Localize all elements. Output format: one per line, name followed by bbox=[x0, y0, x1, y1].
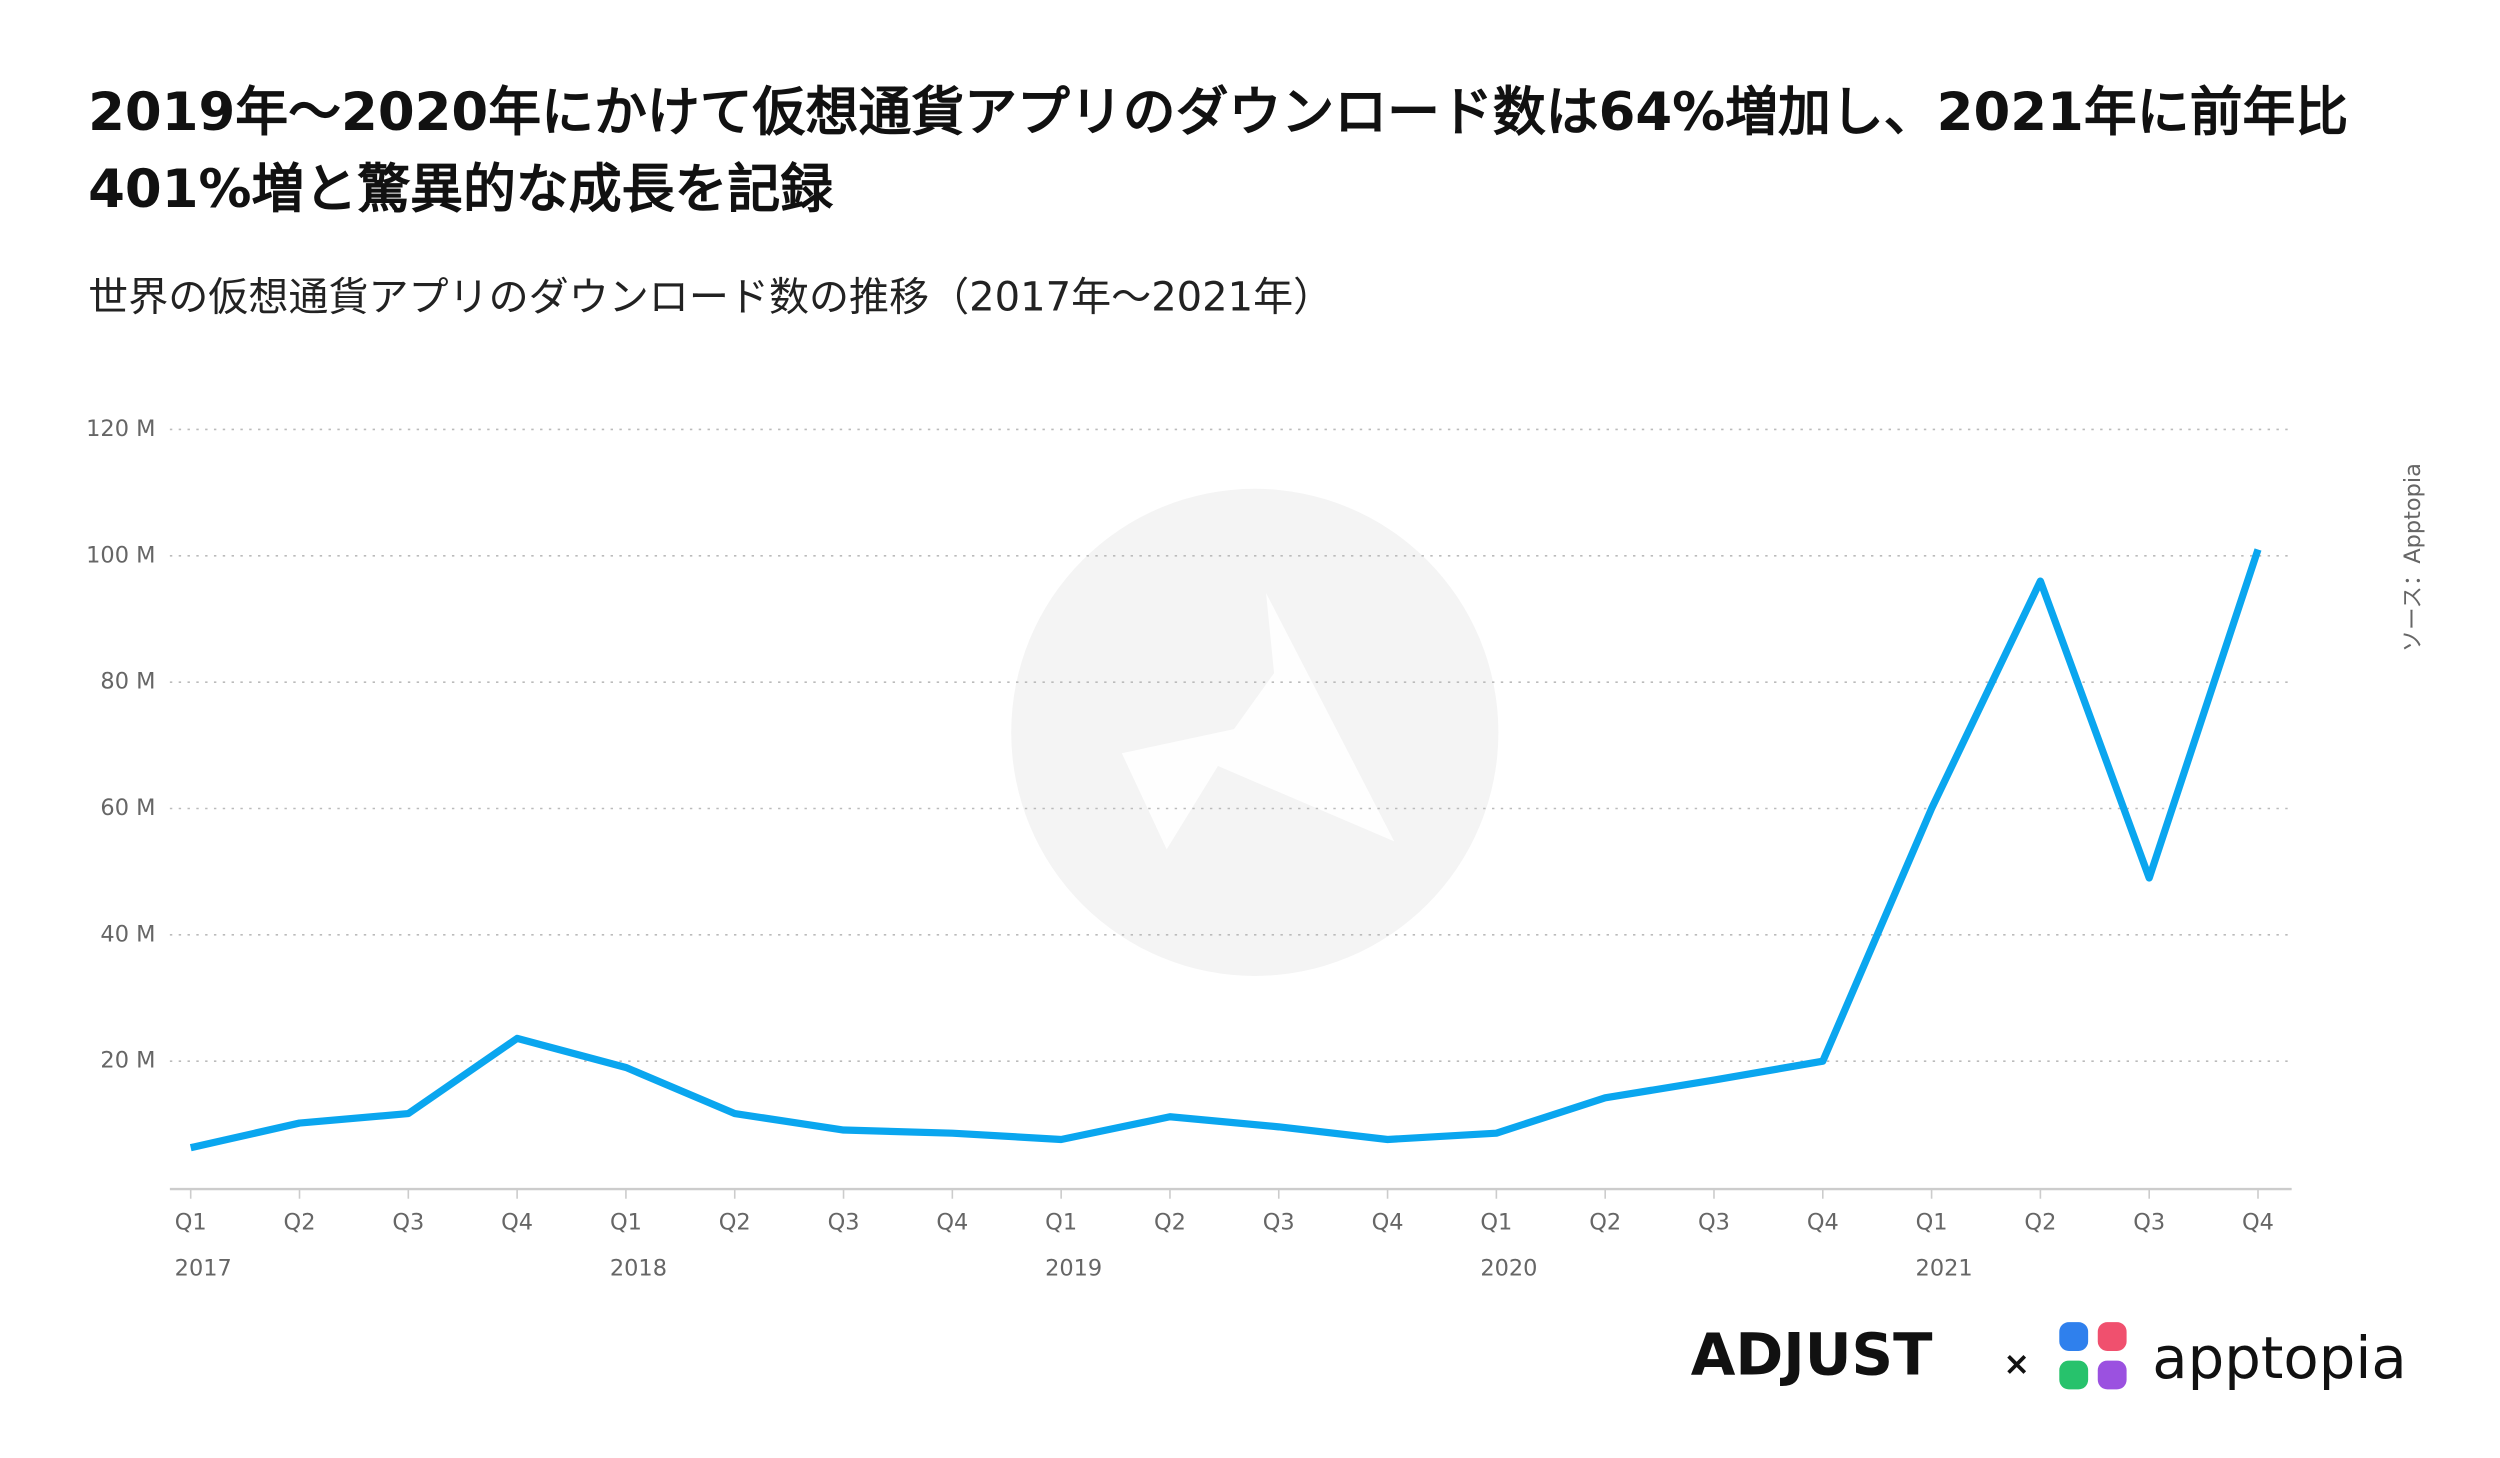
year-label: 2017 bbox=[175, 1256, 232, 1282]
x-tick-label: Q3 bbox=[828, 1209, 860, 1235]
x-tick-label: Q1 bbox=[1045, 1209, 1077, 1235]
logo-adjust: ADJUST bbox=[1691, 1321, 1933, 1389]
chart-title: 401%増と驚異的な成長を記録 bbox=[88, 159, 834, 220]
y-tick-label: 20 M bbox=[100, 1048, 155, 1074]
x-tick-label: Q1 bbox=[1916, 1209, 1948, 1235]
x-tick-label: Q1 bbox=[1480, 1209, 1512, 1235]
x-tick-label: Q1 bbox=[610, 1209, 642, 1235]
x-tick-label: Q2 bbox=[1154, 1209, 1186, 1235]
x-tick-label: Q4 bbox=[501, 1209, 533, 1235]
year-label: 2021 bbox=[1916, 1256, 1973, 1282]
year-label: 2018 bbox=[610, 1256, 667, 1282]
logo-icon bbox=[2059, 1322, 2127, 1390]
y-tick-label: 40 M bbox=[100, 921, 155, 947]
data-line bbox=[189, 548, 2262, 1152]
x-tick-label: Q3 bbox=[1263, 1209, 1295, 1235]
x-tick-label: Q1 bbox=[175, 1209, 207, 1235]
x-tick-label: Q2 bbox=[284, 1209, 316, 1235]
x-tick-label: Q2 bbox=[719, 1209, 751, 1235]
chart-subtitle: 世界の仮想通貨アプリのダウンロード数の推移（2017年〜2021年） bbox=[88, 275, 1333, 321]
y-tick-label: 60 M bbox=[100, 795, 155, 821]
x-tick-label: Q3 bbox=[392, 1209, 424, 1235]
chart-title: 2019年〜2020年にかけて仮想通貨アプリのダウンロード数は64%増加し、20… bbox=[88, 82, 2348, 143]
source: ソース：Apptopia bbox=[2400, 463, 2426, 652]
year-label: 2019 bbox=[1045, 1256, 1102, 1282]
x-tick-label: Q4 bbox=[936, 1209, 968, 1235]
y-tick-label: 120 M bbox=[86, 416, 155, 442]
y-tick-label: 100 M bbox=[86, 542, 155, 568]
x-tick-label: Q4 bbox=[1372, 1209, 1404, 1235]
x-tick-label: Q3 bbox=[1698, 1209, 1730, 1235]
logo-apptopia: apptopia bbox=[2152, 1324, 2407, 1392]
logo-separator: × bbox=[2003, 1344, 2030, 1382]
x-tick-label: Q3 bbox=[2133, 1209, 2165, 1235]
x-tick-label: Q2 bbox=[1589, 1209, 1621, 1235]
x-tick-label: Q4 bbox=[2242, 1209, 2274, 1235]
watermark bbox=[1011, 488, 1499, 976]
x-tick-label: Q4 bbox=[1807, 1209, 1839, 1235]
x-tick-label: Q2 bbox=[2024, 1209, 2056, 1235]
y-tick-label: 80 M bbox=[100, 669, 155, 695]
year-label: 2020 bbox=[1480, 1256, 1537, 1282]
